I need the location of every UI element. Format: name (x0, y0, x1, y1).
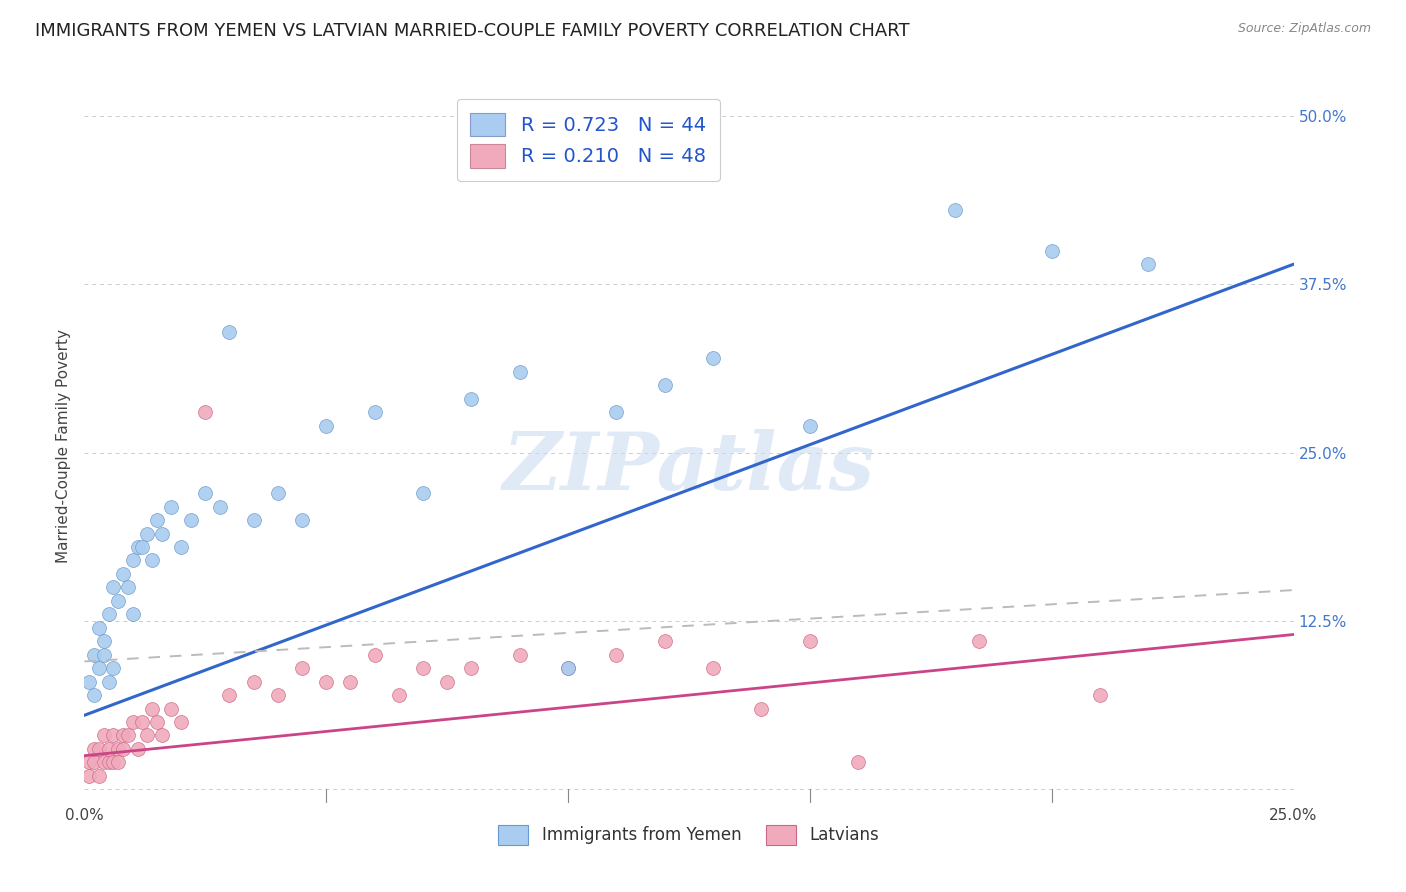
Point (112, 742, 135, 756)
Point (103, 661, 125, 675)
Point (83, 688, 105, 702)
Point (460, 392, 482, 406)
Point (121, 714, 143, 729)
Point (146, 513, 169, 527)
Point (97, 742, 120, 756)
Point (87, 661, 110, 675)
Point (1137, 257, 1160, 271)
Point (315, 418, 337, 433)
Point (799, 634, 821, 648)
Point (180, 513, 202, 527)
Legend: Immigrants from Yemen, Latvians: Immigrants from Yemen, Latvians (492, 818, 886, 852)
Point (131, 540, 153, 554)
Point (141, 553, 163, 567)
Point (291, 513, 314, 527)
Point (339, 674, 361, 689)
Point (509, 365, 531, 379)
Point (112, 729, 135, 743)
Point (117, 729, 139, 743)
Point (267, 688, 290, 702)
Point (127, 540, 149, 554)
Point (654, 634, 676, 648)
Point (363, 405, 385, 419)
Point (1088, 688, 1111, 702)
Point (846, 756, 869, 770)
Point (107, 594, 129, 608)
Point (97, 607, 120, 622)
Point (194, 405, 217, 419)
Point (103, 756, 125, 770)
Point (242, 674, 264, 689)
Point (150, 729, 173, 743)
Point (170, 540, 193, 554)
Point (654, 378, 676, 392)
Point (170, 714, 193, 729)
Point (87, 742, 110, 756)
Point (127, 742, 149, 756)
Point (460, 661, 482, 675)
Point (77, 769, 100, 783)
Point (93, 648, 115, 662)
Point (160, 500, 183, 514)
Text: ZIPatlas: ZIPatlas (503, 429, 875, 506)
Point (93, 756, 115, 770)
Point (412, 661, 434, 675)
Point (218, 688, 240, 702)
Point (702, 661, 724, 675)
Point (97, 674, 120, 689)
Point (1040, 244, 1063, 258)
Point (141, 701, 163, 715)
Point (77, 756, 100, 770)
Point (117, 580, 139, 594)
Point (103, 729, 125, 743)
Point (267, 486, 290, 500)
Point (97, 756, 120, 770)
Point (291, 661, 314, 675)
Point (363, 648, 385, 662)
Point (103, 580, 125, 594)
Point (388, 688, 411, 702)
Point (967, 634, 990, 648)
Point (799, 418, 821, 433)
Point (107, 742, 129, 756)
Point (136, 526, 159, 541)
Point (107, 756, 129, 770)
Point (160, 701, 183, 715)
Point (83, 742, 105, 756)
Point (131, 714, 153, 729)
Point (412, 486, 434, 500)
Point (436, 674, 458, 689)
Y-axis label: Married-Couple Family Poverty: Married-Couple Family Poverty (56, 329, 72, 563)
Point (150, 526, 173, 541)
Point (77, 674, 100, 689)
Point (87, 769, 110, 783)
Point (93, 634, 115, 648)
Point (121, 553, 143, 567)
Point (112, 566, 135, 581)
Point (194, 486, 217, 500)
Point (557, 661, 579, 675)
Point (605, 648, 627, 662)
Point (605, 405, 627, 419)
Point (146, 714, 169, 729)
Point (87, 621, 110, 635)
Point (509, 648, 531, 662)
Point (702, 351, 724, 366)
Point (83, 648, 105, 662)
Point (315, 674, 337, 689)
Point (208, 500, 231, 514)
Text: Source: ZipAtlas.com: Source: ZipAtlas.com (1237, 22, 1371, 36)
Point (93, 729, 115, 743)
Point (218, 325, 240, 339)
Point (557, 661, 579, 675)
Point (943, 203, 966, 218)
Text: IMMIGRANTS FROM YEMEN VS LATVIAN MARRIED-COUPLE FAMILY POVERTY CORRELATION CHART: IMMIGRANTS FROM YEMEN VS LATVIAN MARRIED… (35, 22, 910, 40)
Point (242, 513, 264, 527)
Point (136, 729, 159, 743)
Point (83, 756, 105, 770)
Point (121, 607, 143, 622)
Point (751, 701, 773, 715)
